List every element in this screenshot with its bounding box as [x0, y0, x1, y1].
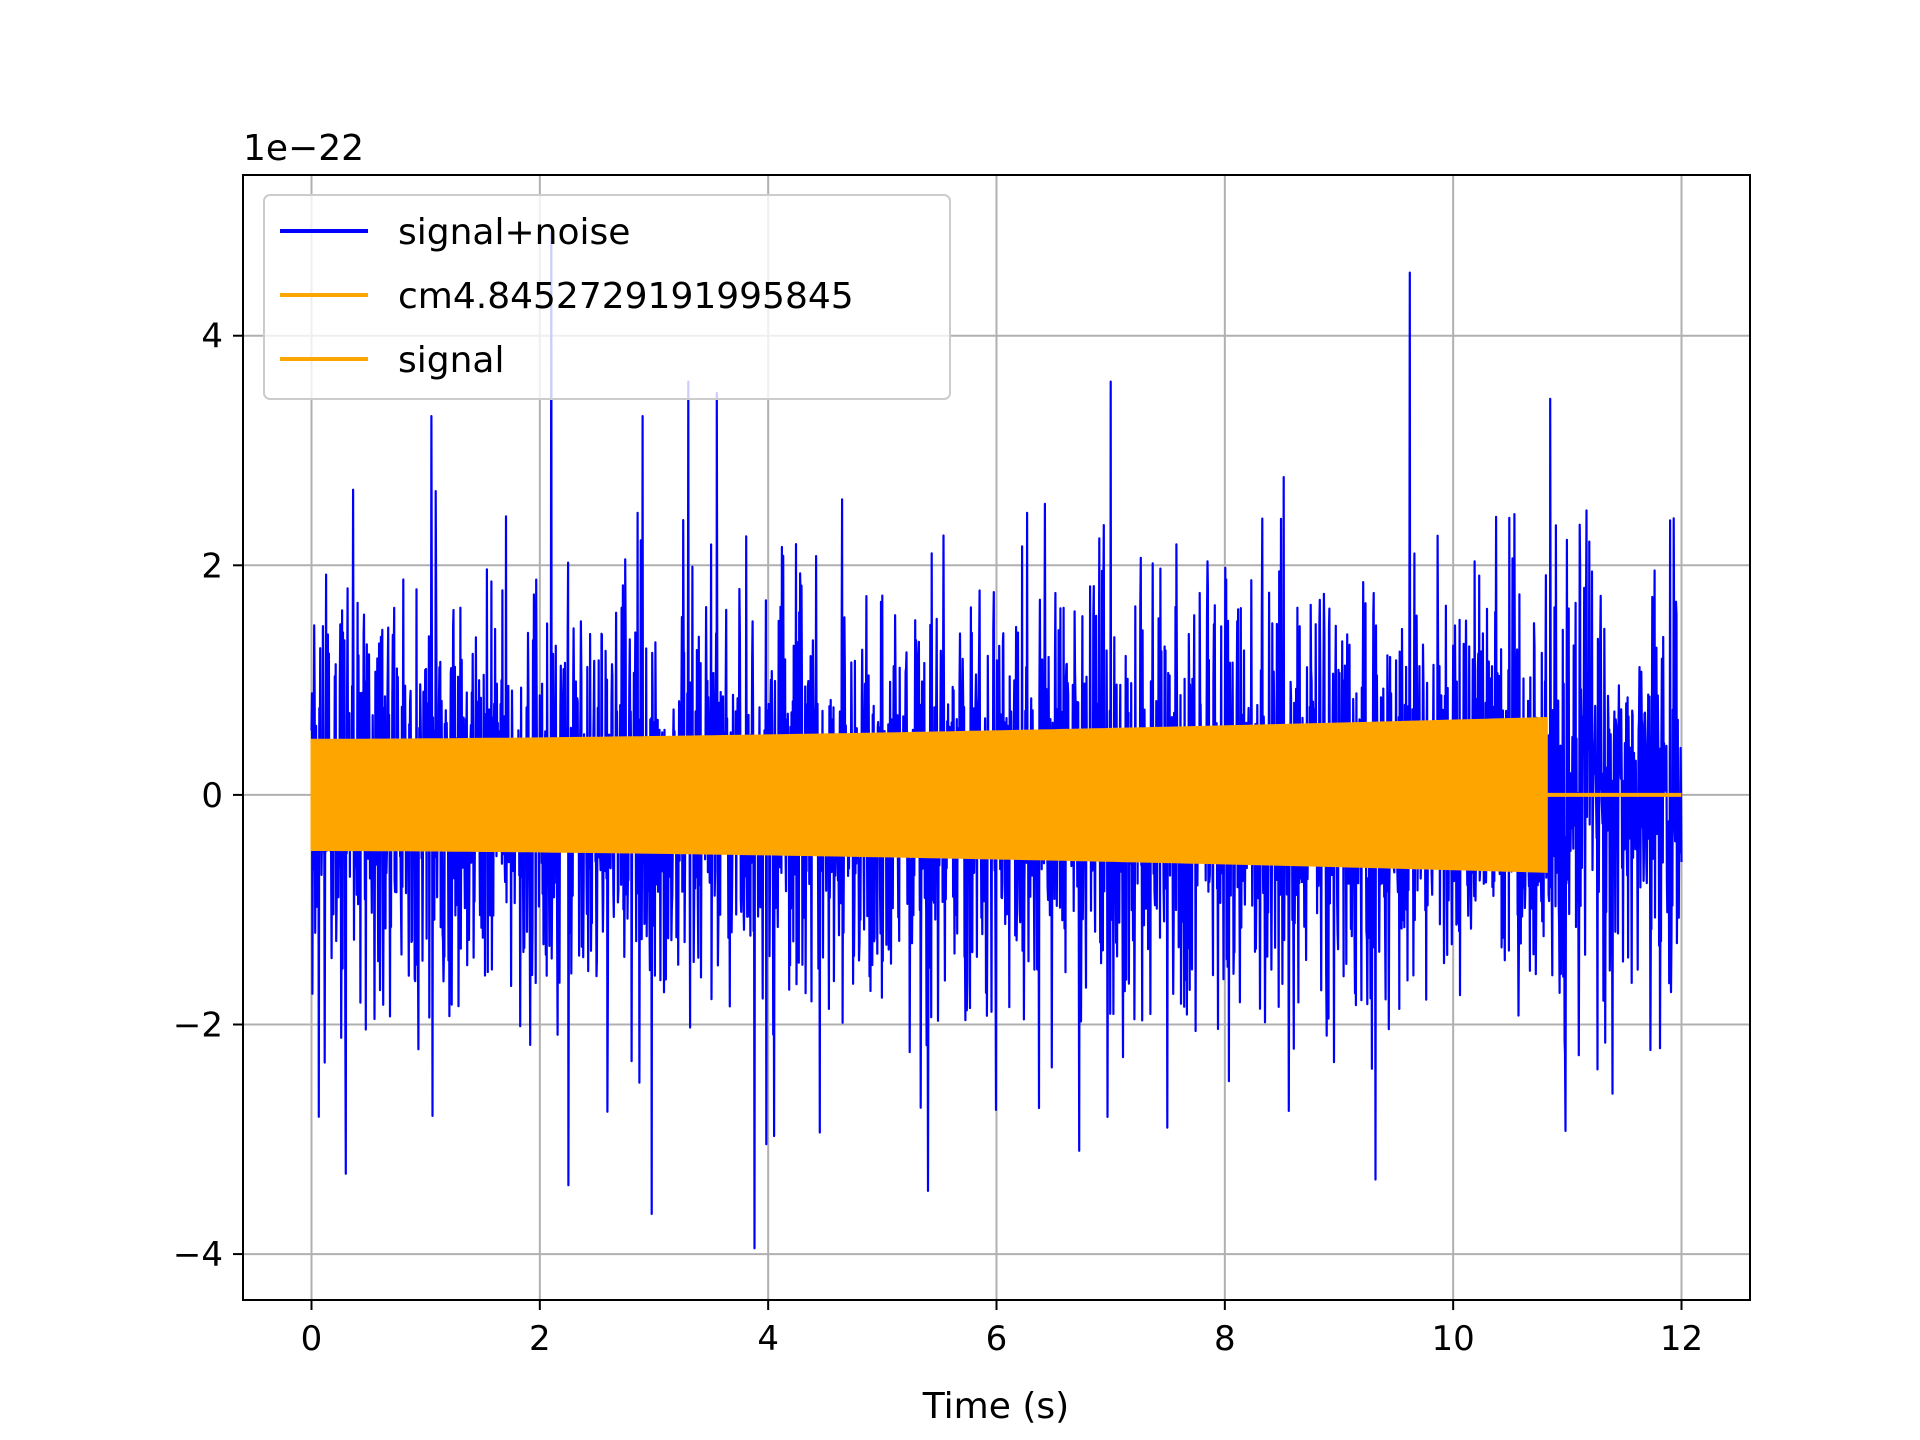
x-axis-label: Time (s)	[922, 1386, 1069, 1427]
y-tick-label: 0	[201, 776, 223, 816]
legend-label-chirp: cm4.8452729191995845	[398, 276, 854, 317]
y-tick-label: −4	[173, 1235, 223, 1275]
series-line-chirp	[310, 716, 1548, 873]
x-tick-label: 6	[986, 1319, 1008, 1359]
legend-box	[263, 194, 951, 400]
x-tick-label: 10	[1432, 1319, 1475, 1359]
y-axis-ticks: −4 −2 0 2 4	[173, 317, 243, 1275]
x-tick-label: 0	[301, 1319, 323, 1359]
x-tick-label: 4	[757, 1319, 779, 1359]
x-tick-label: 8	[1214, 1319, 1236, 1359]
legend-label-signal-noise: signal+noise	[398, 212, 630, 253]
x-tick-label: 12	[1660, 1319, 1703, 1359]
legend: signal+noise cm4.8452729191995845 signal	[263, 194, 951, 400]
x-tick-label: 2	[529, 1319, 551, 1359]
x-axis-ticks: 0 2 4 6 8 10 12	[301, 1300, 1703, 1359]
y-axis-scale-label: 1e−22	[243, 128, 364, 169]
y-tick-label: 4	[201, 317, 223, 357]
y-tick-label: −2	[173, 1005, 223, 1045]
legend-label-signal: signal	[398, 340, 505, 381]
y-tick-label: 2	[201, 546, 223, 586]
grid	[243, 175, 1750, 1300]
